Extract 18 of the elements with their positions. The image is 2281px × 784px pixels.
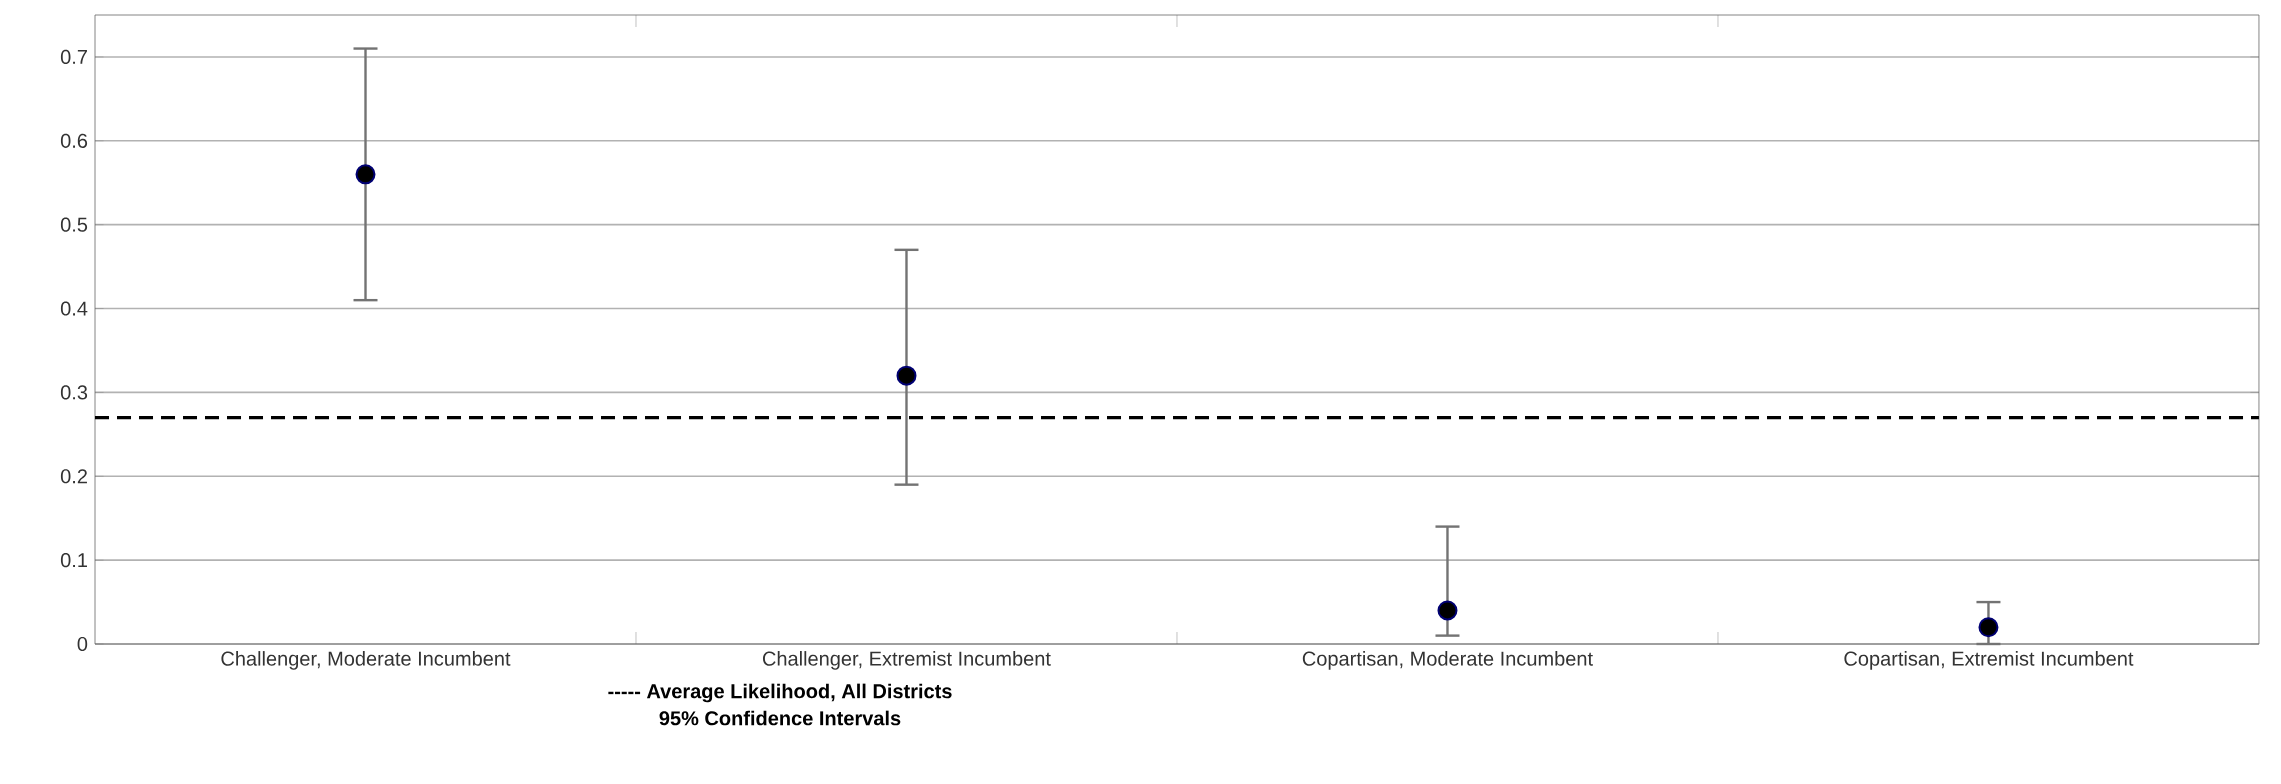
point [896,365,917,386]
x-tick-label: Challenger, Extremist Incumbent [762,651,1051,670]
x-tick-label: Copartisan, Moderate Incumbent [1302,651,1593,670]
y-tick-label: 0.1 [60,553,87,568]
point [1437,600,1458,621]
y-tick-label: 0.7 [60,49,87,65]
text: ----- Average Likelihood, All Districts [608,683,952,703]
point [1978,617,1999,638]
y-tick-label: 0.2 [60,469,87,484]
point [355,164,376,185]
y-tick-label: 0.4 [60,301,88,316]
y-tick-label: 0.3 [60,385,88,400]
x-tick-label: Copartisan, Extremist Incumbent [1844,651,2134,670]
y-tick-label: 0 [77,636,88,652]
x-tick-label: Challenger, Moderate Incumbent [221,651,511,670]
y-tick-label: 0.6 [60,133,88,148]
text: 95% Confidence Intervals [659,710,901,726]
y-tick-label: 0.5 [60,217,88,232]
